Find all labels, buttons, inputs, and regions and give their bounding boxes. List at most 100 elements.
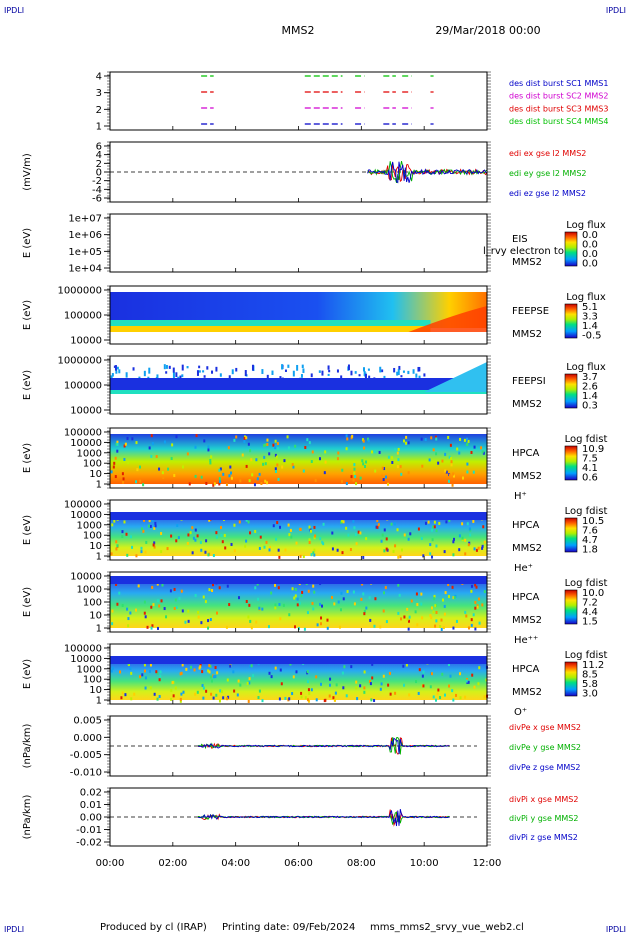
spectrogram-speck xyxy=(473,685,476,689)
spectrogram-speck xyxy=(385,475,388,479)
colorbar-tick-label: 5.8 xyxy=(582,679,598,690)
spectrogram-speck xyxy=(150,454,153,458)
spectrogram-speck xyxy=(237,679,240,683)
spectrogram-speck xyxy=(397,583,400,587)
spectrogram-speck xyxy=(323,471,326,475)
spectrogram-speck xyxy=(441,459,444,463)
spectrogram-speck xyxy=(362,592,365,596)
spectrogram-speck xyxy=(337,451,340,455)
spectrogram-speck xyxy=(111,666,114,670)
spectrogram-speck xyxy=(282,603,285,607)
spectrogram-speck xyxy=(203,439,206,443)
spectrogram-speck xyxy=(113,519,116,523)
spectrogram-speck xyxy=(187,533,190,537)
spectrogram-speck xyxy=(155,455,158,459)
spectrogram-speck xyxy=(371,676,374,680)
spectrogram-speck xyxy=(313,590,316,594)
spectrogram-speck xyxy=(321,370,324,376)
y-tick-label: 10 xyxy=(89,541,102,552)
spectrogram-speck xyxy=(139,675,142,679)
y-tick-label: 1 xyxy=(96,122,102,133)
spectrogram-speck xyxy=(249,449,252,453)
series-line-2 xyxy=(367,161,488,184)
spectrogram-speck xyxy=(287,364,290,368)
instrument-spacecraft-label: MMS2 xyxy=(512,399,542,410)
instrument-label: EIS xyxy=(512,234,528,245)
spectrogram-speck xyxy=(439,625,442,629)
spectrogram-speck xyxy=(322,522,325,526)
spectrogram-speck xyxy=(284,369,287,372)
colorbar-swatch xyxy=(564,373,578,409)
spectrogram-speck xyxy=(294,594,297,598)
spectrogram-speck xyxy=(306,680,309,684)
spectrogram-speck xyxy=(320,616,323,620)
spectrogram-speck xyxy=(204,600,207,604)
spectrogram-speck xyxy=(248,479,251,483)
spectrogram-speck xyxy=(424,521,427,525)
spectrogram-speck xyxy=(389,692,392,696)
spectrogram-speck xyxy=(380,682,383,686)
spectrogram-speck xyxy=(397,447,400,451)
spectrogram-speck xyxy=(429,543,432,547)
spectrogram-speck xyxy=(422,554,425,558)
spectrogram-speck xyxy=(291,692,294,696)
spectrogram-speck xyxy=(420,592,423,596)
spectrogram-speck xyxy=(342,686,345,690)
spectrogram-speck xyxy=(226,697,229,701)
y-tick-label: 3 xyxy=(96,88,102,99)
spectrogram-speck xyxy=(230,476,233,480)
spectrogram-speck xyxy=(291,463,294,467)
legend-entry: divPi x gse MMS2 xyxy=(509,795,578,804)
spectrogram-speck xyxy=(251,364,254,371)
spectrogram-speck xyxy=(440,627,443,631)
y-tick-label: 2 xyxy=(96,159,102,170)
spectrogram-speck xyxy=(202,696,205,700)
spectrogram-speck xyxy=(381,533,384,537)
spectrogram-speck xyxy=(110,375,113,380)
spectrogram-speck xyxy=(209,618,212,622)
instrument-spacecraft-label: MMS2 xyxy=(512,615,542,626)
spectrogram-speck xyxy=(470,618,473,622)
spectrogram-speck xyxy=(266,481,269,485)
spectrogram-speck xyxy=(369,618,372,622)
spectrogram-speck xyxy=(233,438,236,442)
spectrogram-speck xyxy=(258,546,261,550)
spectrogram-speck xyxy=(241,453,244,457)
spectrogram-speck xyxy=(280,682,283,686)
spectrogram-speck xyxy=(253,483,256,487)
spectrogram-speck xyxy=(475,585,478,589)
spectrogram-speck xyxy=(385,547,388,551)
spectrogram-speck xyxy=(175,539,178,543)
spectrogram-speck xyxy=(301,590,304,594)
colorbar-tick-label: 1.4 xyxy=(582,391,598,402)
spectrogram-speck xyxy=(336,369,339,373)
spectrogram-speck xyxy=(218,482,221,486)
spectrogram-speck xyxy=(399,555,402,559)
y-tick-label: 1e+06 xyxy=(68,230,102,241)
spectrogram-speck xyxy=(302,469,305,473)
spectrogram-speck xyxy=(333,602,336,606)
spectrogram-speck xyxy=(383,375,386,380)
colorbar-title: Log fdist xyxy=(565,434,608,445)
corner-label-bottom-left: IPDLI xyxy=(4,925,24,934)
spectrogram-speck xyxy=(211,583,214,587)
spectrogram-speck xyxy=(363,371,366,376)
spectrogram-speck xyxy=(239,683,242,687)
spectrogram-speck xyxy=(190,665,193,669)
spectrogram-speck xyxy=(452,626,455,630)
spectrogram-speck xyxy=(209,461,212,465)
spectrogram-speck xyxy=(444,452,447,456)
spectrogram-speck xyxy=(354,475,357,479)
y-tick-label: 10000 xyxy=(70,572,102,583)
spectrogram-speck xyxy=(266,374,269,379)
spectrogram-speck xyxy=(263,455,266,459)
spectrogram-speck xyxy=(116,366,119,370)
y-tick-label: 10000 xyxy=(70,510,102,521)
spectrogram-speck xyxy=(452,698,455,702)
spectrogram-speck xyxy=(361,459,364,463)
colorbar-title: Log flux xyxy=(566,220,606,231)
spectrogram-speck xyxy=(172,372,175,378)
spectrogram-speck xyxy=(410,599,413,603)
spectrogram-speck xyxy=(396,465,399,469)
